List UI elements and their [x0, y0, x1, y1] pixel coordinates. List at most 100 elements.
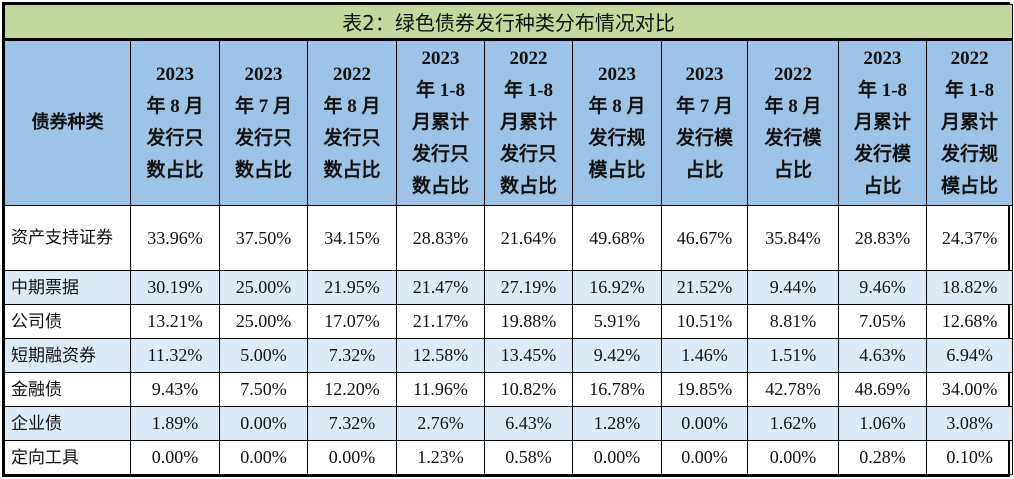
- value-cell: 4.63%: [838, 338, 927, 373]
- value-cell: 12.20%: [307, 372, 397, 407]
- value-cell: 0.00%: [661, 440, 748, 475]
- value-cell: 42.78%: [747, 372, 839, 407]
- value-cell: 7.32%: [307, 406, 397, 441]
- value-cell: 3.08%: [925, 406, 1014, 441]
- value-cell: 7.05%: [838, 304, 927, 339]
- value-cell: 9.42%: [572, 338, 662, 373]
- value-cell: 11.96%: [396, 372, 485, 407]
- value-cell: 1.06%: [838, 406, 927, 441]
- header-line: 月累计: [499, 112, 557, 133]
- value-cell: 10.51%: [661, 304, 748, 339]
- header-line: 年 8 月: [146, 96, 204, 117]
- header-line: 数占比: [499, 176, 557, 197]
- table-row: 短期融资券 11.32% 5.00% 7.32% 12.58% 13.45% 9.42% 1.…: [4, 338, 1014, 373]
- header-line: 月累计: [941, 112, 999, 133]
- header-line: 占比: [773, 160, 812, 181]
- header-line: 债券种类: [31, 112, 104, 133]
- header-line: 数占比: [234, 160, 292, 181]
- value-cell: 46.67%: [661, 205, 748, 271]
- value-cell: 21.95%: [307, 270, 397, 305]
- header-line: 年 8 月: [764, 96, 822, 117]
- value-cell: 1.62%: [747, 406, 839, 441]
- value-cell: 25.00%: [219, 270, 308, 305]
- value-cell: 7.32%: [307, 338, 397, 373]
- value-cell: 0.10%: [925, 440, 1014, 475]
- header-line: 模占比: [941, 176, 999, 197]
- value-cell: 28.83%: [396, 205, 485, 271]
- header-line: 2022: [950, 48, 989, 69]
- bond-type-table: 表2：绿色债券发行种类分布情况对比 债券种类 2023 年 8 月发行只 数占比 202…: [3, 4, 1014, 475]
- column-header: 2022 年 8 月发行模占比: [747, 39, 839, 206]
- header-line: 年 1-8: [415, 80, 466, 101]
- header-line: 发行只: [411, 144, 469, 165]
- value-cell: 11.32%: [130, 338, 220, 373]
- table-title: 表2：绿色债券发行种类分布情况对比: [3, 4, 1014, 41]
- value-cell: 0.00%: [130, 440, 220, 475]
- value-cell: 1.46%: [661, 338, 748, 373]
- value-cell: 33.96%: [130, 205, 220, 271]
- header-line: 年 8 月: [323, 96, 381, 117]
- header-line: 2022: [774, 64, 812, 85]
- header-line: 发行只: [146, 128, 204, 149]
- header-line: 2022: [333, 64, 371, 85]
- value-cell: 12.58%: [396, 338, 485, 373]
- header-line: 年 7 月: [675, 96, 733, 117]
- value-cell: 13.45%: [484, 338, 573, 373]
- table-row: 中期票据 30.19% 25.00% 21.95% 21.47% 27.19% 16.92%…: [4, 270, 1014, 305]
- header-line: 发行模: [764, 128, 822, 149]
- header-line: 年 1-8: [857, 80, 908, 101]
- column-header: 2023 年 1-8 月累计 发行只 数占比: [396, 39, 485, 206]
- bond-type-cell: 公司债: [4, 304, 131, 339]
- value-cell: 6.43%: [484, 406, 573, 441]
- bond-type-cell: 短期融资券: [4, 338, 131, 373]
- header-line: 发行只: [499, 144, 557, 165]
- value-cell: 1.51%: [747, 338, 839, 373]
- table-row: 资产支持证券 33.96% 37.50% 34.15% 28.83% 21.64% 49.6…: [4, 205, 1014, 271]
- value-cell: 9.44%: [747, 270, 839, 305]
- value-cell: 8.81%: [747, 304, 839, 339]
- value-cell: 9.46%: [838, 270, 927, 305]
- column-header: 2023 年 7 月发行模 占比: [661, 39, 748, 206]
- value-cell: 19.88%: [484, 304, 573, 339]
- value-cell: 1.89%: [130, 406, 220, 441]
- header-line: 发行模: [675, 128, 733, 149]
- value-cell: 34.15%: [307, 205, 397, 271]
- value-cell: 17.07%: [307, 304, 397, 339]
- bond-type-cell: 企业债: [4, 406, 131, 441]
- header-line: 发行只: [323, 128, 381, 149]
- column-header: 2023 年 8 月发行规 模占比: [572, 39, 662, 206]
- value-cell: 0.00%: [572, 440, 662, 475]
- bond-type-cell: 资产支持证券: [4, 205, 131, 271]
- value-cell: 37.50%: [219, 205, 308, 271]
- value-cell: 24.37%: [925, 205, 1014, 271]
- header-line: 发行模: [853, 144, 911, 165]
- value-cell: 0.00%: [219, 440, 308, 475]
- value-cell: 12.68%: [925, 304, 1014, 339]
- table-row: 公司债 13.21% 25.00% 17.07% 21.17% 19.88% 5.91% 10…: [4, 304, 1014, 339]
- table-body: 资产支持证券 33.96% 37.50% 34.15% 28.83% 21.64% 49.6…: [4, 205, 1014, 475]
- value-cell: 1.28%: [572, 406, 662, 441]
- header-line: 发行规: [941, 144, 999, 165]
- value-cell: 19.85%: [661, 372, 748, 407]
- value-cell: 10.82%: [484, 372, 573, 407]
- bond-type-cell: 金融债: [4, 372, 131, 407]
- value-cell: 28.83%: [838, 205, 927, 271]
- column-header: 2022 年 1-8 月累计发行只数占比: [484, 39, 573, 206]
- header-line: 年 8 月: [588, 96, 646, 117]
- header-line: 2022: [509, 48, 548, 69]
- value-cell: 34.00%: [925, 372, 1014, 407]
- value-cell: 0.00%: [747, 440, 839, 475]
- header-line: 发行只: [234, 128, 292, 149]
- header-line: 2023: [685, 64, 724, 85]
- header-line: 2023: [156, 64, 194, 85]
- header-line: 2023: [244, 64, 283, 85]
- column-header: 2023 年 8 月发行只 数占比: [130, 39, 220, 206]
- value-cell: 21.47%: [396, 270, 485, 305]
- header-line: 年 1-8: [503, 80, 554, 101]
- value-cell: 0.00%: [219, 406, 308, 441]
- value-cell: 35.84%: [747, 205, 839, 271]
- header-line: 数占比: [323, 160, 381, 181]
- value-cell: 18.82%: [925, 270, 1014, 305]
- value-cell: 49.68%: [572, 205, 662, 271]
